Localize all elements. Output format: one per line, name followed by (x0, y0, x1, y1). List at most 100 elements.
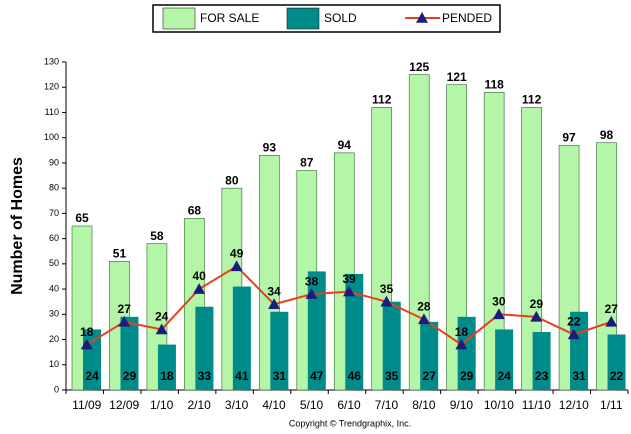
y-tick-label: 0 (54, 384, 59, 394)
bar (446, 84, 467, 391)
value-label: 112 (522, 93, 542, 107)
marker (230, 260, 243, 272)
value-label: 22 (567, 315, 581, 329)
footer: Copyright © Trendgraphix, Inc. (289, 418, 411, 428)
legend-label: FOR SALE (200, 11, 259, 25)
value-label: 29 (460, 369, 474, 383)
bar (120, 316, 139, 390)
x-tick-label: 6/10 (337, 398, 361, 412)
value-label: 118 (484, 77, 504, 91)
x-tick-label: 9/10 (450, 398, 474, 412)
value-label: 68 (188, 204, 202, 218)
legend-marker (416, 12, 428, 23)
value-label: 29 (530, 297, 544, 311)
marker (605, 315, 618, 327)
y-tick-label: 110 (45, 107, 59, 117)
value-label: 24 (155, 310, 169, 324)
marker (268, 298, 281, 310)
value-label: 18 (160, 369, 174, 383)
y-tick-label: 100 (44, 132, 59, 142)
y-tick-label: 120 (44, 82, 59, 92)
value-label: 22 (610, 369, 624, 383)
value-label: 27 (605, 302, 619, 316)
marker (417, 313, 430, 325)
bar (408, 74, 430, 391)
value-label: 18 (455, 325, 469, 339)
x-tick-label: 11/09 (72, 398, 101, 412)
value-label: 51 (113, 246, 127, 260)
x-tick-label: 12/10 (559, 398, 589, 412)
bar (345, 273, 364, 390)
value-label: 94 (338, 138, 352, 152)
value-label: 27 (118, 302, 132, 316)
x-tick-label: 4/10 (262, 398, 286, 412)
bar (596, 142, 617, 391)
bar (457, 316, 476, 390)
y-tick-label: 50 (49, 258, 59, 268)
value-label: 28 (417, 300, 431, 314)
x-tick-label: 8/10 (412, 398, 436, 412)
marker (380, 295, 393, 307)
bar (232, 286, 251, 390)
x-tick-label: 7/10 (375, 398, 399, 412)
bar (195, 306, 214, 390)
legend-box (152, 4, 501, 33)
marker (305, 288, 318, 299)
value-label: 34 (267, 284, 281, 298)
value-label: 18 (80, 325, 94, 339)
value-label: 93 (263, 141, 277, 155)
x-tick-label: 12/09 (109, 398, 139, 412)
value-label: 41 (235, 369, 249, 383)
bar (532, 331, 551, 390)
value-label: 58 (150, 229, 164, 243)
value-label: 87 (300, 156, 314, 170)
x-tick-label: 3/10 (225, 398, 249, 412)
marker (530, 310, 543, 322)
value-label: 98 (600, 128, 614, 142)
x-tick-label: 1/11 (600, 398, 623, 412)
value-label: 31 (273, 369, 287, 383)
value-label: 112 (372, 93, 392, 107)
legend-swatch (162, 7, 196, 30)
value-label: 97 (562, 130, 576, 144)
y-axis-label: Number of Homes (9, 157, 26, 295)
x-tick-label: 2/10 (187, 398, 211, 412)
marker (343, 285, 355, 297)
value-label: 29 (123, 369, 137, 383)
y-tick-label: 80 (49, 183, 59, 193)
legend-label: PENDED (442, 11, 492, 25)
value-label: 27 (423, 369, 437, 383)
bar (420, 321, 439, 390)
value-label: 23 (535, 369, 549, 383)
bar (382, 301, 401, 390)
value-label: 38 (305, 274, 319, 288)
legend-label: SOLD (324, 11, 357, 25)
y-tick-label: 90 (49, 157, 59, 167)
bar (270, 311, 289, 390)
bar (157, 344, 176, 390)
value-label: 24 (85, 369, 99, 383)
value-label: 30 (492, 294, 506, 308)
bar (495, 329, 514, 390)
x-tick-label: 5/10 (300, 398, 324, 412)
marker (155, 323, 168, 335)
value-label: 35 (380, 282, 394, 296)
y-tick-label: 130 (44, 56, 59, 66)
y-tick-label: 40 (49, 283, 59, 293)
value-label: 80 (225, 173, 239, 187)
y-tick-label: 10 (49, 359, 59, 369)
value-label: 24 (497, 369, 511, 383)
marker (80, 338, 93, 350)
y-tick-label: 70 (49, 208, 59, 218)
value-label: 121 (447, 70, 467, 84)
value-label: 125 (409, 60, 429, 74)
bar (607, 334, 626, 390)
x-tick-label: 11/10 (522, 398, 551, 412)
value-label: 49 (230, 247, 244, 261)
x-tick-label: 10/10 (484, 398, 514, 412)
y-tick-label: 20 (49, 334, 59, 344)
x-tick-label: 1/10 (150, 398, 174, 412)
y-tick-label: 30 (49, 309, 59, 319)
marker (567, 328, 580, 340)
